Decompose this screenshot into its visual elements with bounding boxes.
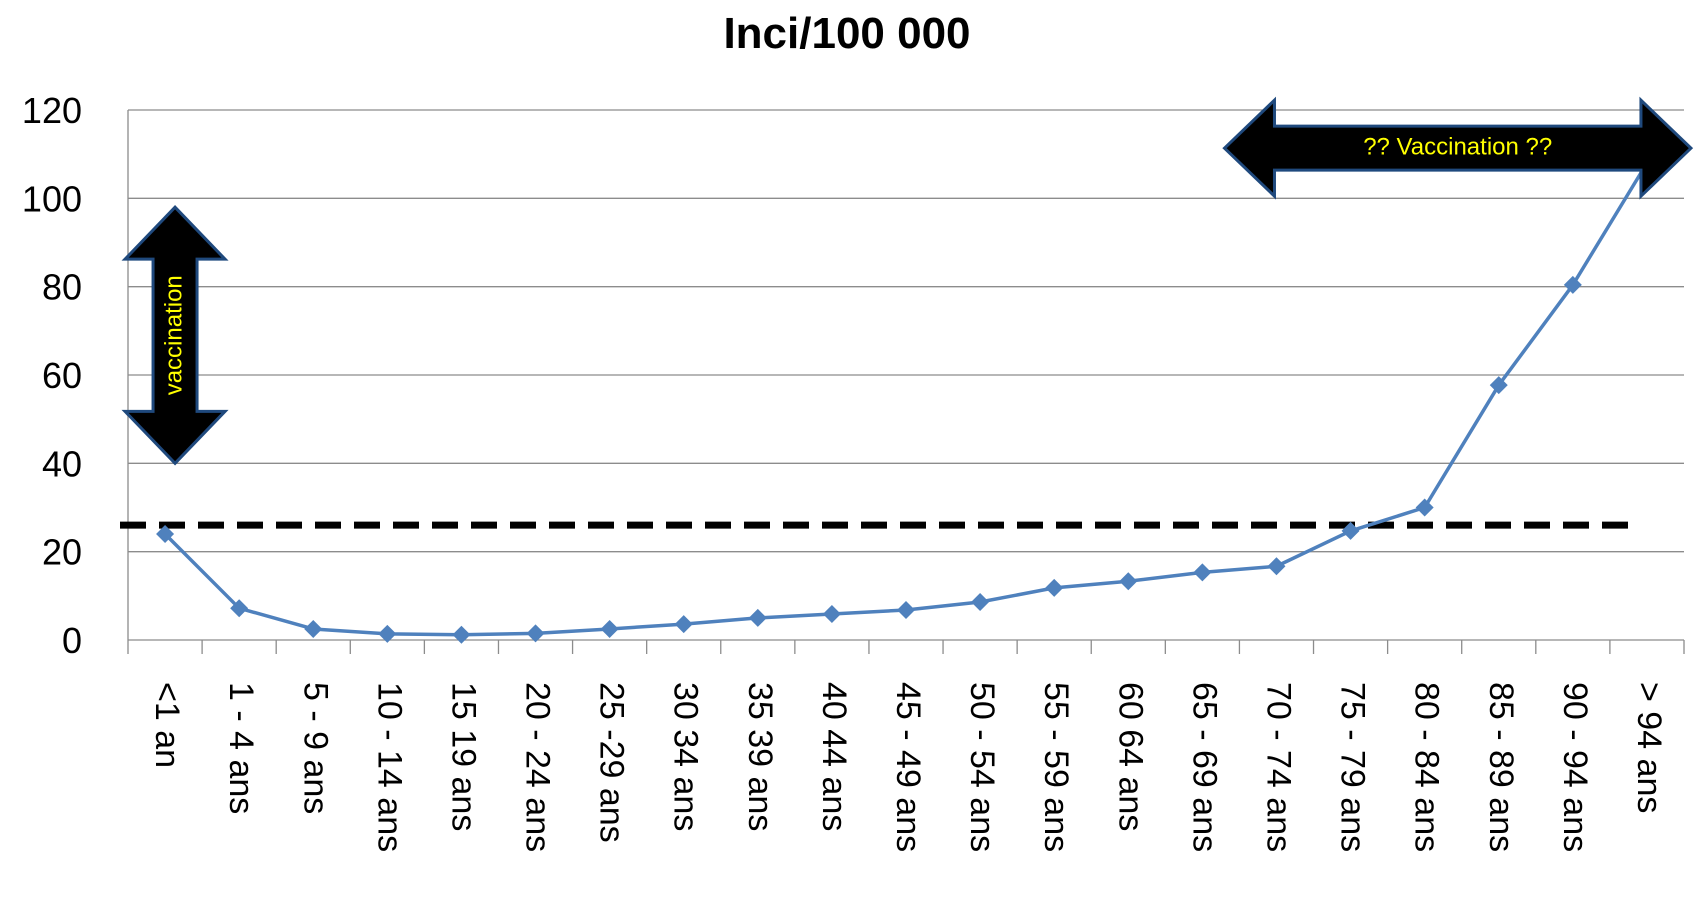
- data-point: [674, 615, 693, 634]
- x-tick-labels: <1 an 1 - 4 ans 5 - 9 ans 10 - 14 ans 15 19 …: [148, 682, 1668, 852]
- vaccination-arrow: [121, 205, 229, 466]
- x-tick-label: 55 - 59 ans: [1037, 682, 1075, 852]
- x-tick-label: 90 - 94 ans: [1556, 682, 1594, 852]
- x-tick-label: 45 - 49 ans: [889, 682, 927, 852]
- x-tick-label: 25 -29 ans: [593, 682, 631, 843]
- data-point: [378, 624, 397, 643]
- y-tick-label-0: 0: [62, 620, 82, 661]
- series-group: [156, 154, 1656, 644]
- vaccination-question-arrow: [1222, 96, 1694, 200]
- series-line-0: [163, 162, 1649, 637]
- x-tick-label: 35 39 ans: [741, 682, 779, 831]
- data-point: [1045, 578, 1064, 597]
- data-point: [230, 599, 249, 618]
- x-tick-label: 40 44 ans: [815, 682, 853, 831]
- data-point: [452, 625, 471, 644]
- chart-title: Inci/100 000: [723, 9, 970, 58]
- data-point: [304, 619, 323, 638]
- x-tick-label: 75 - 79 ans: [1334, 682, 1372, 852]
- annotations: vaccination ?? Vaccination ??: [121, 96, 1694, 466]
- data-point: [1563, 275, 1582, 294]
- y-tick-label-120: 120: [22, 90, 82, 131]
- data-point: [1267, 557, 1286, 576]
- data-point: [897, 600, 915, 619]
- data-point: [971, 593, 990, 612]
- x-tick-label: > 94 ans: [1630, 682, 1668, 813]
- x-tick-label: 60 64 ans: [1111, 682, 1149, 831]
- data-point: [1119, 572, 1138, 591]
- x-tick-label: 80 - 84 ans: [1408, 682, 1446, 852]
- data-point: [1415, 498, 1434, 517]
- x-tick-label: 5 - 9 ans: [296, 682, 334, 814]
- y-tick-labels: 0 20 40 60 80 100 120: [22, 90, 82, 661]
- vaccination-question-label: ?? Vaccination ??: [1363, 134, 1552, 161]
- data-point: [156, 525, 175, 543]
- y-tick-label-40: 40: [42, 443, 82, 484]
- x-tick-label: 15 19 ans: [444, 682, 482, 831]
- x-tick-label: 85 - 89 ans: [1482, 682, 1520, 852]
- gridlines: [128, 109, 1684, 553]
- x-tick-label: 30 34 ans: [667, 682, 705, 831]
- data-point: [1341, 521, 1360, 540]
- x-tick-label: 10 - 14 ans: [370, 682, 408, 852]
- y-tick-label-80: 80: [42, 267, 82, 308]
- data-point: [748, 608, 767, 627]
- data-point: [1489, 376, 1508, 395]
- x-tick-label: 1 - 4 ans: [222, 682, 260, 814]
- y-tick-label-20: 20: [42, 532, 82, 573]
- y-tick-label-100: 100: [22, 178, 82, 219]
- x-tick-label: <1 an: [148, 682, 186, 768]
- data-point: [526, 624, 545, 643]
- vaccination-label: vaccination: [160, 275, 187, 395]
- data-point: [1193, 563, 1212, 582]
- x-tick-label: 70 - 74 ans: [1259, 682, 1297, 852]
- axes: [127, 110, 1685, 654]
- x-tick-label: 65 - 69 ans: [1185, 682, 1223, 852]
- data-point: [600, 619, 619, 638]
- data-point: [822, 604, 841, 623]
- y-tick-label-60: 60: [42, 355, 82, 396]
- x-tick-label: 50 - 54 ans: [963, 682, 1001, 852]
- x-tick-label: 20 - 24 ans: [519, 682, 557, 852]
